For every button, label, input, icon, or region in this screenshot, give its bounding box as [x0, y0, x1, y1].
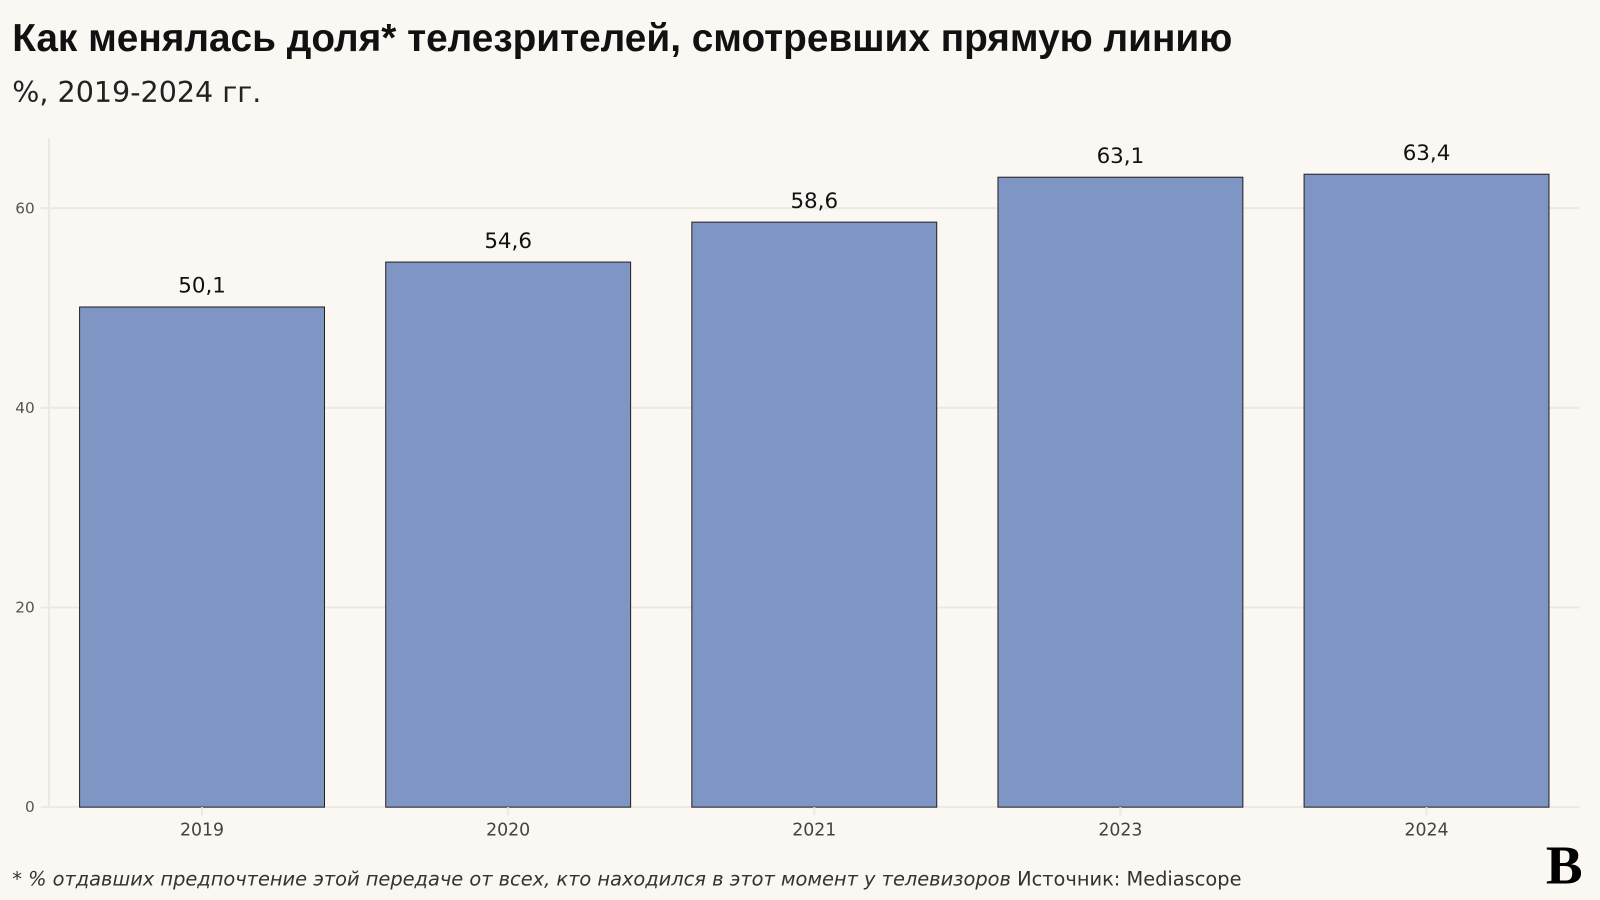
chart-subtitle: %, 2019-2024 гг. [12, 75, 261, 109]
y-tick-label: 20 [15, 599, 34, 617]
bar-2021 [691, 221, 938, 808]
source-text: Источник: Mediascope [1017, 868, 1241, 891]
y-tick-label: 40 [15, 399, 34, 417]
data-label: 50,1 [178, 274, 226, 299]
bar-2020 [385, 261, 632, 808]
x-tick-label: 2020 [486, 821, 530, 841]
bars: 50,1 54,6 58,6 63,1 63,4 [79, 141, 1550, 808]
data-label: 54,6 [484, 229, 532, 254]
bar-2024 [1303, 173, 1550, 808]
data-label: 58,6 [790, 189, 838, 214]
bar-2023 [997, 176, 1244, 808]
data-label: 63,4 [1403, 141, 1451, 166]
y-tick-label: 0 [25, 798, 35, 816]
footnote: * % отдавших предпочтение этой передаче … [12, 868, 1241, 891]
x-tick-label: 2023 [1098, 821, 1142, 841]
vedomosti-logo: B [1546, 835, 1583, 896]
x-axis: 2019 2020 2021 2023 2024 [180, 807, 1449, 841]
bar-2019 [79, 306, 325, 808]
x-tick-label: 2019 [180, 821, 224, 841]
x-tick-label: 2021 [792, 821, 836, 841]
data-label: 63,1 [1097, 144, 1145, 169]
footnote-text: * % отдавших предпочтение этой передаче … [12, 868, 1011, 891]
x-tick-label: 2024 [1404, 821, 1448, 841]
y-tick-label: 60 [15, 199, 34, 217]
chart-title: Как менялась доля* телезрителей, смотрев… [12, 17, 1232, 60]
